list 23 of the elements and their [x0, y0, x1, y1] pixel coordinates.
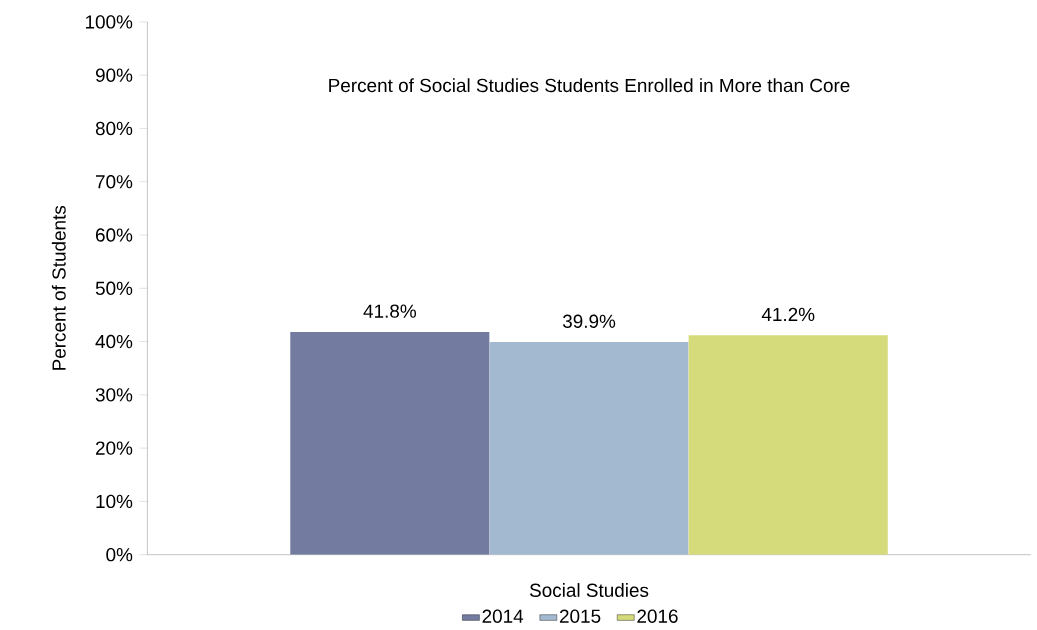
y-axis-title: Percent of Students — [51, 206, 66, 371]
y-tick-label: 10% — [96, 494, 133, 509]
data-label: 39.9% — [562, 314, 616, 329]
y-tick-label: 0% — [106, 548, 133, 562]
bar — [688, 335, 888, 555]
y-tick-label: 20% — [96, 441, 133, 456]
y-tick-label: 50% — [95, 281, 133, 296]
y-tick-label: 100% — [85, 15, 133, 29]
data-label: 41.8% — [363, 304, 417, 319]
y-tick-label: 40% — [95, 335, 133, 349]
bar — [489, 342, 689, 555]
legend-label: 2016 — [637, 609, 678, 624]
bar — [290, 332, 490, 555]
data-label: 41.2% — [761, 307, 815, 322]
x-tick-label: Social Studies — [529, 583, 649, 598]
text: Percent of Social Studies Students Enrolled in More than Core — [329, 78, 850, 93]
y-tick-label: 70% — [96, 175, 133, 189]
y-tick-label: 80% — [95, 121, 133, 136]
y-tick-label: 30% — [95, 388, 133, 402]
legend-label: 2015 — [559, 609, 601, 624]
y-tick-label: 60% — [96, 228, 133, 242]
legend-label: 2014 — [482, 609, 524, 624]
y-tick-label: 90% — [95, 68, 133, 83]
